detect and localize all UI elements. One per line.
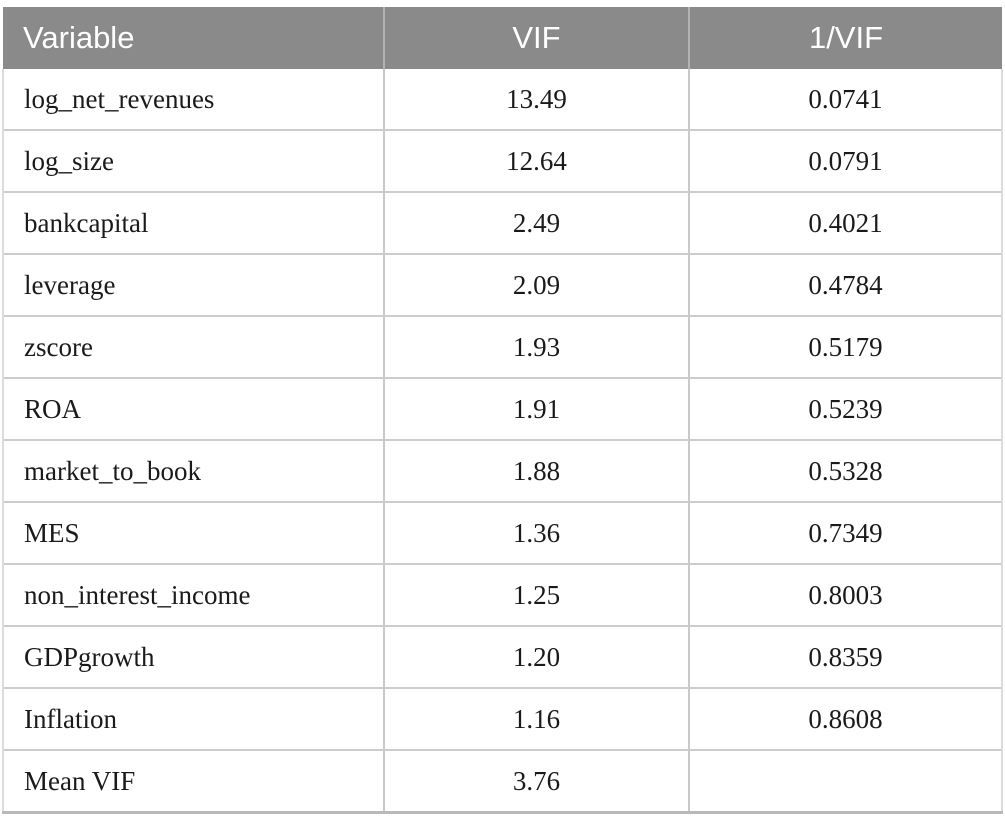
vif-table: Variable VIF 1/VIF log_net_revenues 13.4…	[2, 7, 1003, 814]
vif-cell: 2.09	[383, 253, 689, 316]
vif-cell: 1.20	[383, 625, 689, 688]
vif-cell: 1.25	[383, 563, 689, 626]
inv-vif-cell: 0.0741	[688, 69, 1003, 130]
vif-cell: 1.36	[383, 501, 689, 564]
inv-vif-cell: 0.0791	[688, 129, 1003, 192]
table-row: ROA 1.91 0.5239	[2, 377, 1003, 440]
inv-vif-cell: 0.5328	[688, 439, 1003, 502]
inv-vif-cell: 0.8359	[688, 625, 1003, 688]
table-row: bankcapital 2.49 0.4021	[2, 191, 1003, 254]
table-header: Variable VIF 1/VIF	[3, 7, 1002, 69]
variable-cell: MES	[2, 501, 384, 564]
inv-vif-cell: 0.5179	[688, 315, 1003, 378]
vif-cell: 1.91	[383, 377, 689, 440]
table-row: Mean VIF 3.76	[2, 749, 1003, 813]
variable-cell: leverage	[2, 253, 384, 316]
table-row: market_to_book 1.88 0.5328	[2, 439, 1003, 502]
inv-vif-cell: 0.4021	[688, 191, 1003, 254]
table-row: zscore 1.93 0.5179	[2, 315, 1003, 378]
table-row: Inflation 1.16 0.8608	[2, 687, 1003, 750]
variable-cell: Mean VIF	[2, 749, 384, 813]
vif-table-container: Variable VIF 1/VIF log_net_revenues 13.4…	[2, 7, 1003, 814]
vif-cell: 3.76	[383, 749, 689, 813]
table-row: MES 1.36 0.7349	[2, 501, 1003, 564]
table-body: log_net_revenues 13.49 0.0741 log_size 1…	[2, 69, 1003, 813]
variable-cell: non_interest_income	[2, 563, 384, 626]
table-row: leverage 2.09 0.4784	[2, 253, 1003, 316]
column-header-inv-vif: 1/VIF	[688, 7, 1002, 69]
vif-cell: 12.64	[383, 129, 689, 192]
vif-cell: 2.49	[383, 191, 689, 254]
table-row: log_size 12.64 0.0791	[2, 129, 1003, 192]
inv-vif-cell: 0.7349	[688, 501, 1003, 564]
variable-cell: market_to_book	[2, 439, 384, 502]
table-row: GDPgrowth 1.20 0.8359	[2, 625, 1003, 688]
inv-vif-cell: 0.8608	[688, 687, 1003, 750]
column-header-variable: Variable	[3, 7, 384, 69]
table-row: log_net_revenues 13.49 0.0741	[2, 69, 1003, 130]
vif-cell: 1.88	[383, 439, 689, 502]
vif-cell: 13.49	[383, 69, 689, 130]
variable-cell: log_size	[2, 129, 384, 192]
column-header-vif: VIF	[383, 7, 689, 69]
inv-vif-cell	[688, 749, 1003, 813]
variable-cell: Inflation	[2, 687, 384, 750]
table-row: non_interest_income 1.25 0.8003	[2, 563, 1003, 626]
variable-cell: ROA	[2, 377, 384, 440]
inv-vif-cell: 0.5239	[688, 377, 1003, 440]
variable-cell: zscore	[2, 315, 384, 378]
inv-vif-cell: 0.4784	[688, 253, 1003, 316]
vif-cell: 1.16	[383, 687, 689, 750]
vif-cell: 1.93	[383, 315, 689, 378]
variable-cell: GDPgrowth	[2, 625, 384, 688]
inv-vif-cell: 0.8003	[688, 563, 1003, 626]
header-row: Variable VIF 1/VIF	[3, 7, 1002, 69]
variable-cell: log_net_revenues	[2, 69, 384, 130]
variable-cell: bankcapital	[2, 191, 384, 254]
